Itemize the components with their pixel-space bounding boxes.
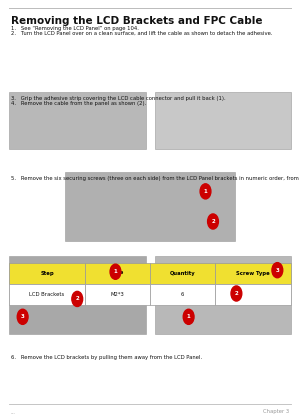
Text: 6: 6 <box>181 291 184 297</box>
Text: 2.   Turn the LCD Panel over on a clean surface, and lift the cable as shown to : 2. Turn the LCD Panel over on a clean su… <box>11 31 272 36</box>
Text: 3.   Grip the adhesive strip covering the LCD cable connector and pull it back (: 3. Grip the adhesive strip covering the … <box>11 96 225 101</box>
Text: 5.   Remove the six securing screws (three on each side) from the LCD Panel brac: 5. Remove the six securing screws (three… <box>11 176 300 181</box>
Circle shape <box>110 264 121 279</box>
Bar <box>9 262 85 284</box>
Bar <box>85 284 150 304</box>
Bar <box>215 262 291 284</box>
Text: 2: 2 <box>75 297 79 302</box>
Text: Quantity: Quantity <box>169 270 195 276</box>
Text: 1.   See “Removing the LCD Panel” on page 104.: 1. See “Removing the LCD Panel” on page … <box>11 26 138 32</box>
Bar <box>85 262 150 284</box>
Bar <box>150 284 215 304</box>
Text: Screw Type: Screw Type <box>236 270 270 276</box>
Text: 3: 3 <box>21 314 25 319</box>
Circle shape <box>72 291 83 307</box>
Bar <box>154 256 291 334</box>
Bar <box>64 172 236 241</box>
Text: LCD Brackets: LCD Brackets <box>29 291 65 297</box>
Text: ...: ... <box>11 410 15 415</box>
Bar <box>154 92 291 149</box>
Bar <box>9 256 146 334</box>
Text: 1: 1 <box>114 269 117 274</box>
Text: 2: 2 <box>211 219 215 224</box>
Text: 6.   Remove the LCD brackets by pulling them away from the LCD Panel.: 6. Remove the LCD brackets by pulling th… <box>11 355 202 360</box>
Text: 1: 1 <box>187 314 190 319</box>
Text: 2: 2 <box>235 291 238 296</box>
Text: Chapter 3: Chapter 3 <box>263 410 289 415</box>
Circle shape <box>17 309 28 324</box>
Bar <box>150 262 215 284</box>
Text: Removing the LCD Brackets and FPC Cable: Removing the LCD Brackets and FPC Cable <box>11 16 262 26</box>
Text: 4.   Remove the cable from the panel as shown (2).: 4. Remove the cable from the panel as sh… <box>11 101 146 106</box>
Circle shape <box>208 214 218 229</box>
Circle shape <box>200 184 211 199</box>
Text: 1: 1 <box>204 189 207 194</box>
Text: Step: Step <box>40 270 54 276</box>
Text: Size: Size <box>111 270 124 276</box>
Bar <box>9 284 85 304</box>
Text: M2*3: M2*3 <box>111 291 124 297</box>
Bar <box>9 92 146 149</box>
Bar <box>215 284 291 304</box>
Text: 3: 3 <box>275 268 279 273</box>
Circle shape <box>272 262 283 278</box>
Circle shape <box>231 286 242 301</box>
Circle shape <box>183 309 194 324</box>
